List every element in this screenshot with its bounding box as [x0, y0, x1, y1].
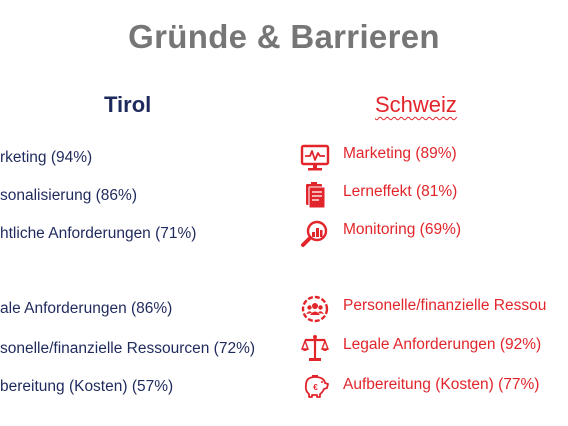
people-circle-icon [300, 294, 330, 324]
magnifier-chart-icon [300, 219, 330, 249]
tirol-item-rechtliche-anforderungen: htliche Anforderungen (71%) [0, 225, 197, 242]
schweiz-heading: Schweiz [375, 92, 457, 117]
scales-icon [300, 333, 330, 363]
schweiz-item-lerneffekt: Lerneffekt (81%) [343, 183, 458, 200]
tirol-item-personelle-ressourcen: sonelle/finanzielle Ressourcen (72%) [0, 340, 256, 357]
tirol-item-legale-anforderungen: ale Anforderungen (86%) [0, 300, 173, 317]
slide-title: Gründe & Barrieren [128, 18, 440, 55]
schweiz-item-marketing: Marketing (89%) [343, 145, 457, 162]
tirol-heading: Tirol [104, 92, 152, 117]
documents-icon [300, 180, 330, 210]
monitor-chart-icon [300, 143, 330, 173]
svg-text:€: € [313, 383, 318, 392]
tirol-item-marketing: rketing (94%) [0, 149, 93, 166]
schweiz-item-monitoring: Monitoring (69%) [343, 221, 462, 238]
schweiz-item-aufbereitung: Aufbereitung (Kosten) (77%) [343, 376, 540, 393]
tirol-item-aufbereitung: bereitung (Kosten) (57%) [0, 378, 174, 395]
piggy-bank-icon: € [300, 370, 330, 400]
tirol-item-personalisierung: sonalisierung (86%) [0, 187, 137, 204]
schweiz-item-personelle-ressourcen: Personelle/finanzielle Ressou [343, 297, 547, 314]
schweiz-item-legale-anforderungen: Legale Anforderungen (92%) [343, 336, 542, 353]
